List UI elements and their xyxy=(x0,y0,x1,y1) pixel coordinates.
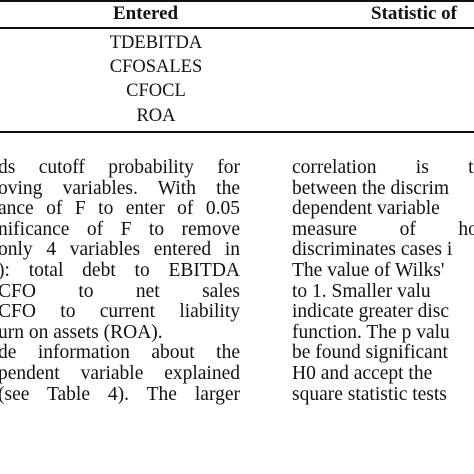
variable-row: ROA xyxy=(136,106,176,126)
text-line: urn on assets (ROA). xyxy=(0,322,163,343)
text-line: The value of Wilks' xyxy=(292,260,445,281)
text-line: oving variables. With the xyxy=(0,178,240,199)
text-line: measure of how xyxy=(292,219,474,240)
table-top-rule xyxy=(0,0,474,2)
text-line: to 1. Smaller valu xyxy=(292,281,431,302)
text-line: CFO to net sales xyxy=(0,281,240,302)
text-line: between the discrim xyxy=(292,178,450,199)
header-entered: Entered xyxy=(113,3,179,24)
text-line: de information about the xyxy=(0,343,240,364)
text-line: be found significant xyxy=(292,343,448,364)
variable-row: TDEBITDA xyxy=(109,33,203,53)
text-line: ds cutoff probability for xyxy=(0,158,240,178)
text-line: ance of F to enter of 0.05 xyxy=(0,199,240,220)
text-line: correlation is the xyxy=(292,158,474,178)
left-text-column: ds cutoff probability for oving variable… xyxy=(0,158,240,405)
text-line: function. The p valu xyxy=(292,322,450,343)
text-line: CFO to current liability xyxy=(0,302,240,323)
table-header-rule xyxy=(0,27,474,29)
text-line: only 4 variables entered in xyxy=(0,240,240,261)
table-bottom-rule xyxy=(0,131,474,133)
text-line: indicate greater disc xyxy=(292,302,449,323)
text-line: nificance of F to remove xyxy=(0,219,240,240)
right-text-column: correlation is the between the discrim d… xyxy=(292,158,474,405)
text-line: H0 and accept the xyxy=(292,363,433,384)
text-line: square statistic tests xyxy=(292,384,447,405)
text-line: pendent variable explained xyxy=(0,363,240,384)
text-line: discriminates cases i xyxy=(292,240,453,261)
header-statistic: Statistic of xyxy=(371,3,458,24)
variable-row: CFOCL xyxy=(126,81,186,101)
text-line: ): total debt to EBITDA xyxy=(0,260,240,281)
text-line: dependent variable xyxy=(292,199,440,220)
text-line: (see Table 4). The larger xyxy=(0,384,240,405)
variable-row: CFOSALES xyxy=(109,57,203,77)
